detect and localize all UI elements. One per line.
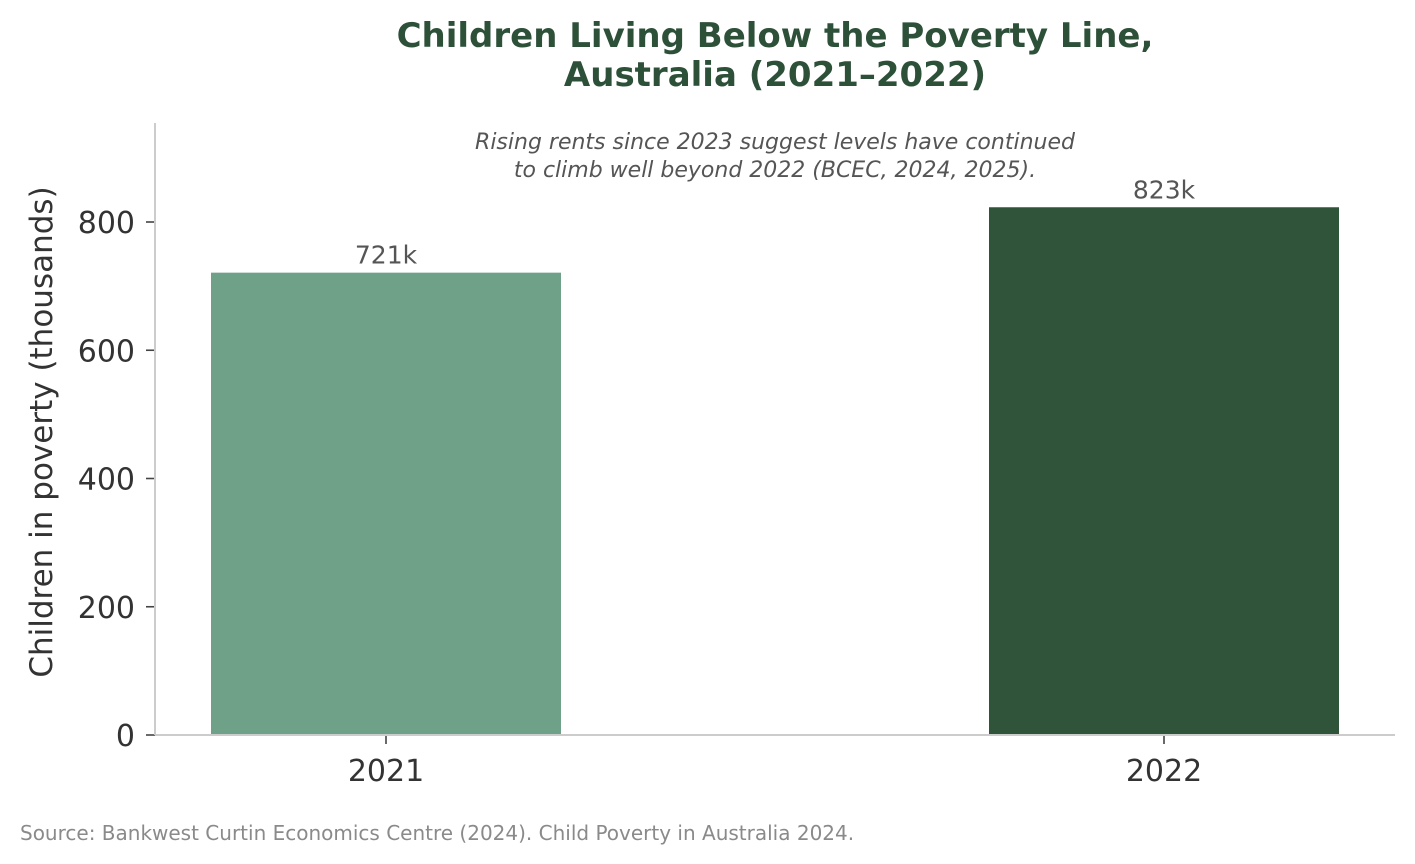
y-tick-label: 400 bbox=[78, 463, 135, 498]
bar-2021 bbox=[211, 272, 561, 735]
annotation-line-2: to climb well beyond 2022 (BCEC, 2024, 2… bbox=[514, 158, 1036, 183]
data-label-2022: 823k bbox=[1133, 175, 1196, 204]
x-tick-label-2021: 2021 bbox=[348, 754, 424, 789]
y-tick-label: 0 bbox=[116, 719, 135, 754]
y-axis-label: Children in poverty (thousands) bbox=[24, 186, 60, 677]
bars-group: 721k 823k bbox=[211, 175, 1339, 736]
chart-title-line-2: Australia (2021–2022) bbox=[564, 55, 986, 95]
annotation-line-1: Rising rents since 2023 suggest levels h… bbox=[475, 130, 1076, 155]
chart-title-line-1: Children Living Below the Poverty Line, bbox=[397, 16, 1154, 56]
y-axis-ticks: 0 200 400 600 800 bbox=[78, 206, 155, 754]
source-note: Source: Bankwest Curtin Economics Centre… bbox=[20, 821, 854, 845]
y-tick-label: 800 bbox=[78, 206, 135, 241]
bar-2022 bbox=[989, 207, 1339, 736]
y-tick-label: 200 bbox=[78, 591, 135, 626]
y-tick-label: 600 bbox=[78, 334, 135, 369]
x-axis-ticks: 2021 2022 bbox=[348, 735, 1202, 789]
x-tick-label-2022: 2022 bbox=[1126, 754, 1202, 789]
data-label-2021: 721k bbox=[355, 241, 418, 270]
